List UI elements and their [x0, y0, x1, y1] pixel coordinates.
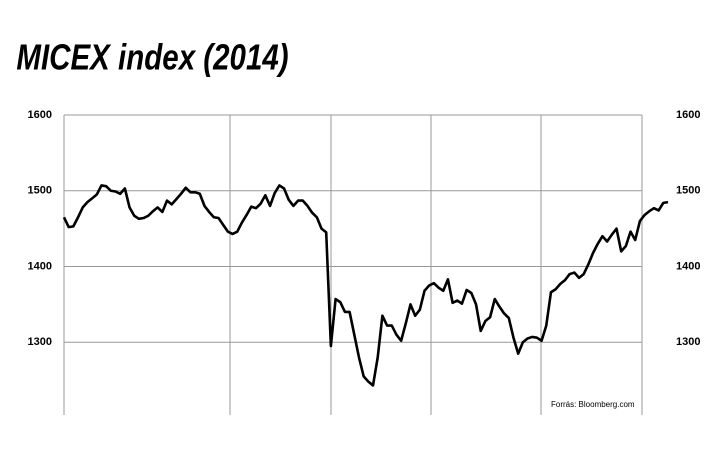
y2-tick-label: 1500 — [676, 185, 700, 197]
y2-tick-label: 1300 — [676, 336, 700, 348]
y-tick-label: 1500 — [28, 185, 52, 197]
vertical-grid — [63, 115, 643, 415]
chart-title: MICEX index (2014) — [16, 37, 288, 77]
source-note: Forrás: Bloomberg.com — [551, 400, 635, 409]
price-line — [62, 184, 669, 387]
y-tick-label: 1300 — [28, 336, 52, 348]
y-tick-label: 1600 — [28, 109, 52, 121]
y-tick-label: 1400 — [28, 260, 52, 272]
y2-tick-label: 1600 — [676, 109, 700, 121]
y2-tick-label: 1400 — [676, 260, 700, 272]
